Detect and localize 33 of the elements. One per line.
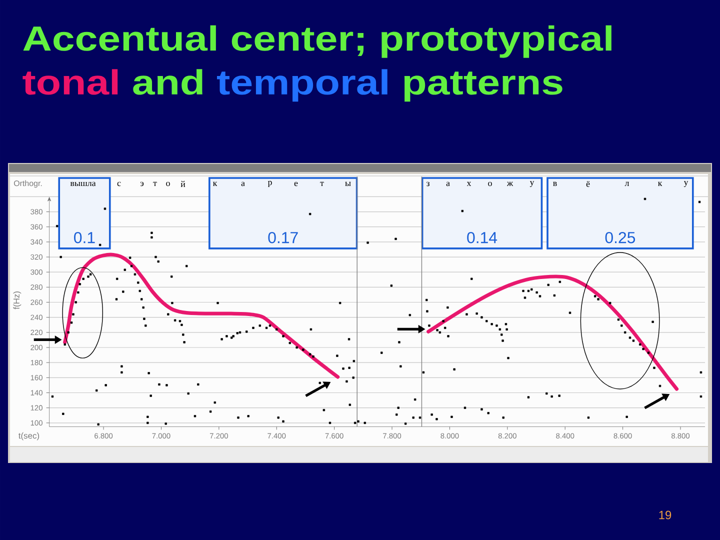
- text: ы: [345, 182, 351, 186]
- text: с: [117, 182, 121, 186]
- line-series: [426, 274, 679, 391]
- line-series: [63, 252, 340, 379]
- text: к: [212, 182, 218, 186]
- text: а: [241, 182, 245, 186]
- text: р: [268, 180, 272, 188]
- text: е: [294, 182, 298, 186]
- text: т: [320, 182, 324, 186]
- text: т: [153, 182, 157, 186]
- text: э: [140, 182, 144, 186]
- text: а: [446, 182, 450, 186]
- text: вышла: [70, 182, 96, 186]
- text: ё: [586, 181, 590, 187]
- text: й: [180, 180, 186, 188]
- band-label: 0.14: [467, 232, 498, 244]
- text: к: [658, 182, 662, 186]
- text: ж: [506, 182, 514, 186]
- text: о: [166, 182, 170, 186]
- text: у: [530, 180, 534, 188]
- text: о: [488, 182, 492, 186]
- band-label: 0.17: [268, 232, 298, 244]
- band-label: 0.1: [74, 232, 95, 244]
- text: з: [426, 182, 430, 186]
- text: л: [624, 182, 630, 186]
- text: в: [553, 182, 557, 186]
- y-axis-title: f(Hz): [13, 292, 22, 310]
- chart-title: Accentual center; prototypical tonal and temporal patterns: [22, 25, 612, 102]
- text: 19: [659, 510, 672, 520]
- text: х: [466, 182, 472, 186]
- band-label: 0.25: [605, 232, 636, 244]
- text: у: [684, 180, 688, 188]
- x-axis-title: t(sec): [18, 432, 40, 440]
